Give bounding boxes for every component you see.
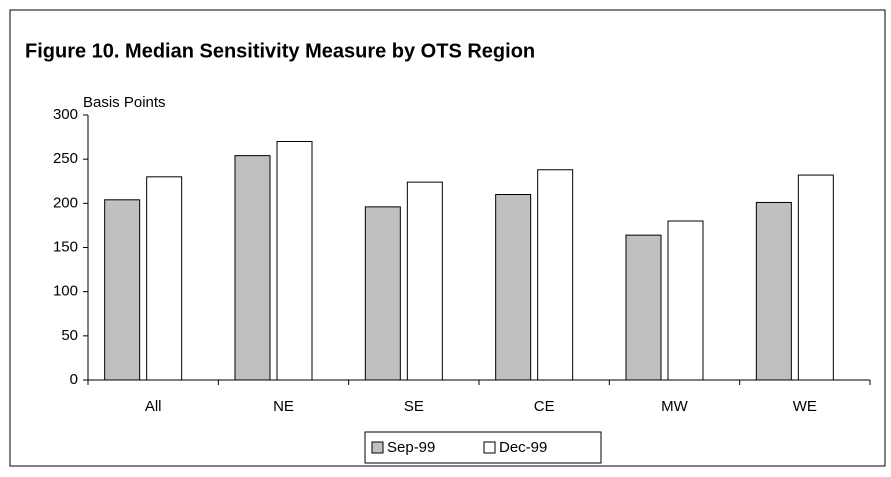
x-tick-label: MW [661,398,688,415]
legend-swatch [371,441,384,454]
bar [667,220,704,381]
legend-label: Sep-99 [387,439,435,456]
bar [234,155,271,381]
x-tick-label: NE [273,398,294,415]
y-axis-label: Basis Points [83,94,166,111]
x-tick-label: CE [534,398,555,415]
bar [537,169,574,381]
bar [276,141,313,381]
bar [406,181,443,381]
bar [755,201,792,381]
bar [625,234,662,381]
y-tick-label: 0 [70,371,78,388]
y-tick-label: 300 [53,106,78,123]
legend-box [364,431,602,464]
y-tick-label: 250 [53,150,78,167]
x-tick-label: SE [404,398,424,415]
bar [146,176,183,381]
x-tick-label: All [145,398,162,415]
chart-frame [9,9,886,467]
y-tick-label: 150 [53,238,78,255]
bar [495,194,532,381]
chart-title: Figure 10. Median Sensitivity Measure by… [25,40,535,62]
legend-label: Dec-99 [499,439,547,456]
legend-swatch [483,441,496,454]
bar [104,199,141,381]
y-tick-label: 100 [53,283,78,300]
bar [797,174,834,381]
x-tick-label: WE [793,398,817,415]
y-tick-label: 200 [53,194,78,211]
y-tick-label: 50 [61,327,78,344]
bar [364,206,401,381]
